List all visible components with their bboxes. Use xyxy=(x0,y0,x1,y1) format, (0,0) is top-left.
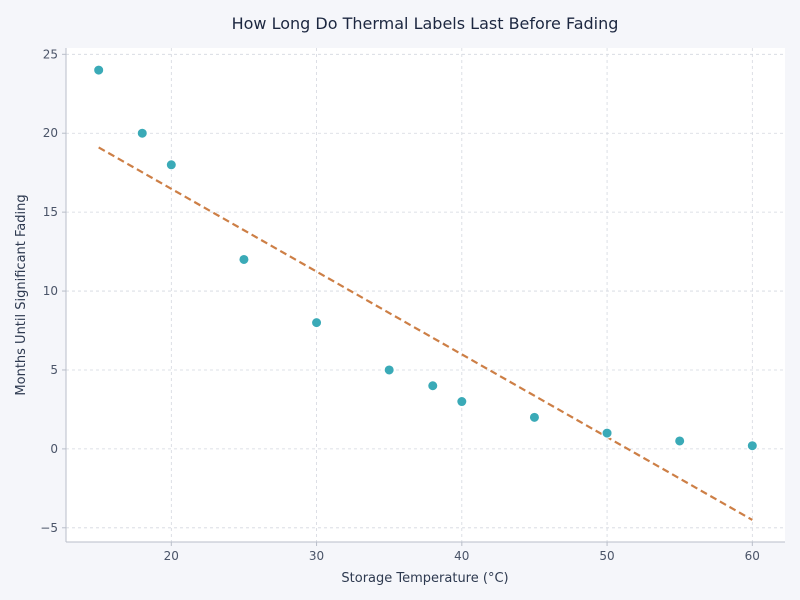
y-tick-label: 10 xyxy=(43,284,58,298)
chart-title: How Long Do Thermal Labels Last Before F… xyxy=(232,14,619,33)
y-tick-label: 20 xyxy=(43,126,58,140)
data-point xyxy=(674,435,686,447)
axes-layer xyxy=(65,48,785,543)
data-point xyxy=(165,159,177,171)
data-point xyxy=(427,380,439,392)
y-tick-label: 5 xyxy=(50,363,58,377)
ticks-layer: 20 30 40 50 60 −5 0 5 10 15 20 25 xyxy=(40,47,760,563)
data-point xyxy=(311,317,323,329)
x-tick-label: 50 xyxy=(599,549,614,563)
grid-layer xyxy=(66,48,785,542)
points-layer xyxy=(93,64,758,452)
data-point xyxy=(93,64,105,76)
x-tick-label: 20 xyxy=(164,549,179,563)
y-axis-title: Months Until Significant Fading xyxy=(14,194,29,395)
x-tick-label: 30 xyxy=(309,549,324,563)
x-axis-title: Storage Temperature (°C) xyxy=(341,571,508,586)
data-point xyxy=(528,411,540,423)
data-point xyxy=(136,127,148,139)
plot-area-background xyxy=(66,48,785,542)
trend-layer xyxy=(98,146,753,521)
data-point xyxy=(746,440,758,452)
y-tick-label: 15 xyxy=(43,205,58,219)
data-point xyxy=(238,253,250,265)
data-point xyxy=(601,427,613,439)
y-tick-label: −5 xyxy=(40,521,58,535)
x-tick-label: 60 xyxy=(745,549,760,563)
data-point xyxy=(383,364,395,376)
trend-line xyxy=(98,146,753,521)
y-tick-label: 0 xyxy=(50,442,58,456)
y-tick-label: 25 xyxy=(43,47,58,61)
x-tick-label: 40 xyxy=(454,549,469,563)
data-point xyxy=(456,396,468,408)
